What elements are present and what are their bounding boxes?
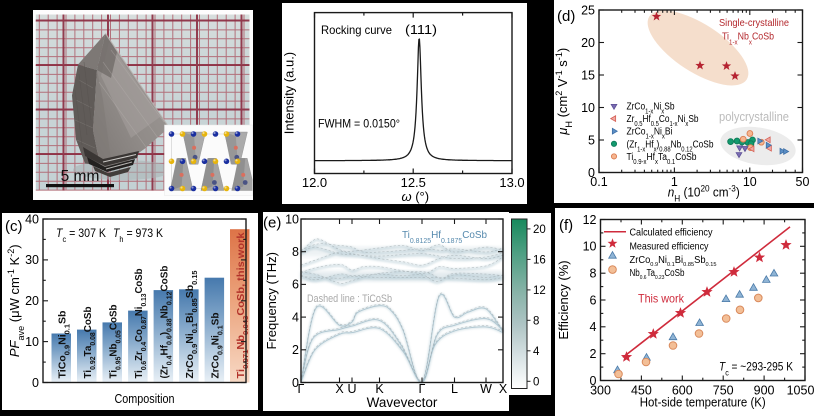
svg-text:10: 10: [285, 212, 299, 226]
svg-text:0: 0: [533, 376, 539, 388]
svg-text:Single-crystalline: Single-crystalline: [719, 18, 789, 29]
svg-text:15: 15: [581, 68, 595, 82]
svg-text:900: 900: [754, 384, 775, 398]
svg-text:Calculated efficiency: Calculated efficiency: [630, 228, 714, 239]
svg-text:ZrCo1-xNixBi: ZrCo1-xNixBi: [627, 127, 673, 141]
svg-text:20: 20: [25, 294, 39, 308]
svg-text:4: 4: [533, 346, 540, 358]
svg-text:This work: This work: [638, 292, 685, 306]
svg-text:Intensity (a.u.): Intensity (a.u.): [282, 52, 297, 134]
svg-text:Tc = ~293-295 K: Tc = ~293-295 K: [719, 362, 793, 378]
svg-text:(111): (111): [405, 23, 437, 37]
svg-text:0: 0: [32, 376, 39, 390]
svg-text:20: 20: [581, 36, 595, 50]
svg-text:12: 12: [583, 213, 597, 227]
svg-text:5 mm: 5 mm: [61, 168, 100, 185]
svg-text:W: W: [480, 382, 492, 396]
svg-text:6: 6: [292, 278, 299, 292]
svg-text:(e): (e): [263, 215, 281, 232]
svg-text:Frequency (THz): Frequency (THz): [264, 252, 279, 350]
svg-text:Zr0.5Hf0.5Co1-xNixSb: Zr0.5Hf0.5Co1-xNixSb: [627, 114, 699, 128]
svg-text:10: 10: [583, 240, 597, 254]
svg-text:4: 4: [292, 310, 299, 324]
svg-text:600: 600: [672, 384, 693, 398]
svg-text:1050: 1050: [787, 384, 814, 398]
svg-text:nH (1020 cm-3): nH (1020 cm-3): [668, 184, 740, 204]
svg-text:13.0: 13.0: [499, 175, 524, 190]
svg-text:25: 25: [581, 3, 595, 17]
svg-text:12.0: 12.0: [302, 175, 327, 190]
svg-text:2: 2: [590, 347, 597, 361]
svg-text:Γ: Γ: [419, 382, 426, 396]
svg-text:U: U: [347, 382, 356, 396]
svg-text:Efficiency (%): Efficiency (%): [556, 260, 571, 339]
svg-text:ω (°): ω (°): [401, 189, 429, 204]
svg-text:750: 750: [713, 384, 734, 398]
svg-text:(Zr1-xHfx)0.88Nb0.12CoSb: (Zr1-xHfx)0.88Nb0.12CoSb: [627, 139, 714, 153]
svg-text:0: 0: [590, 374, 597, 388]
svg-text:10: 10: [743, 175, 757, 189]
svg-text:8: 8: [590, 266, 597, 280]
svg-text:8: 8: [292, 245, 299, 259]
svg-text:0: 0: [292, 376, 299, 390]
svg-text:0: 0: [588, 166, 595, 180]
svg-text:20: 20: [533, 224, 546, 236]
svg-text:FWHM = 0.0150°: FWHM = 0.0150°: [318, 117, 400, 131]
svg-text:(f): (f): [559, 217, 573, 234]
svg-text:0.1: 0.1: [590, 175, 607, 189]
svg-text:30: 30: [25, 253, 39, 267]
svg-text:2: 2: [292, 343, 299, 357]
svg-text:K: K: [375, 382, 384, 396]
svg-text:300: 300: [590, 384, 611, 398]
svg-text:5: 5: [588, 133, 595, 147]
svg-text:12: 12: [533, 285, 546, 297]
svg-text:12.5: 12.5: [401, 175, 426, 190]
svg-text:(d): (d): [557, 8, 575, 25]
svg-text:polycrystalline: polycrystalline: [719, 110, 789, 124]
svg-text:Rocking curve: Rocking curve: [321, 23, 392, 37]
svg-text:X: X: [335, 382, 344, 396]
svg-text:1: 1: [671, 175, 678, 189]
svg-text:4: 4: [590, 320, 597, 334]
svg-text:40: 40: [25, 213, 39, 226]
svg-text:50: 50: [796, 175, 810, 189]
svg-text:16: 16: [533, 254, 546, 266]
svg-text:L: L: [451, 382, 458, 396]
svg-text:Hot-side temperature (K): Hot-side temperature (K): [640, 396, 766, 410]
svg-text:8: 8: [533, 315, 539, 327]
svg-text:X: X: [499, 382, 508, 396]
svg-text:Th = 973 K: Th = 973 K: [113, 228, 163, 244]
svg-text:Wavevector: Wavevector: [367, 395, 438, 410]
svg-text:6: 6: [590, 293, 597, 307]
svg-text:10: 10: [25, 335, 39, 349]
svg-text:Dashed line : TiCoSb: Dashed line : TiCoSb: [307, 293, 392, 305]
svg-text:Measured efficiency: Measured efficiency: [630, 242, 710, 253]
svg-text:450: 450: [631, 384, 652, 398]
svg-text:Tc = 307 K: Tc = 307 K: [56, 228, 106, 244]
svg-text:(c): (c): [5, 218, 23, 235]
svg-text:10: 10: [581, 101, 595, 115]
svg-text:Γ: Γ: [298, 382, 305, 396]
svg-text:Composition: Composition: [115, 392, 175, 406]
